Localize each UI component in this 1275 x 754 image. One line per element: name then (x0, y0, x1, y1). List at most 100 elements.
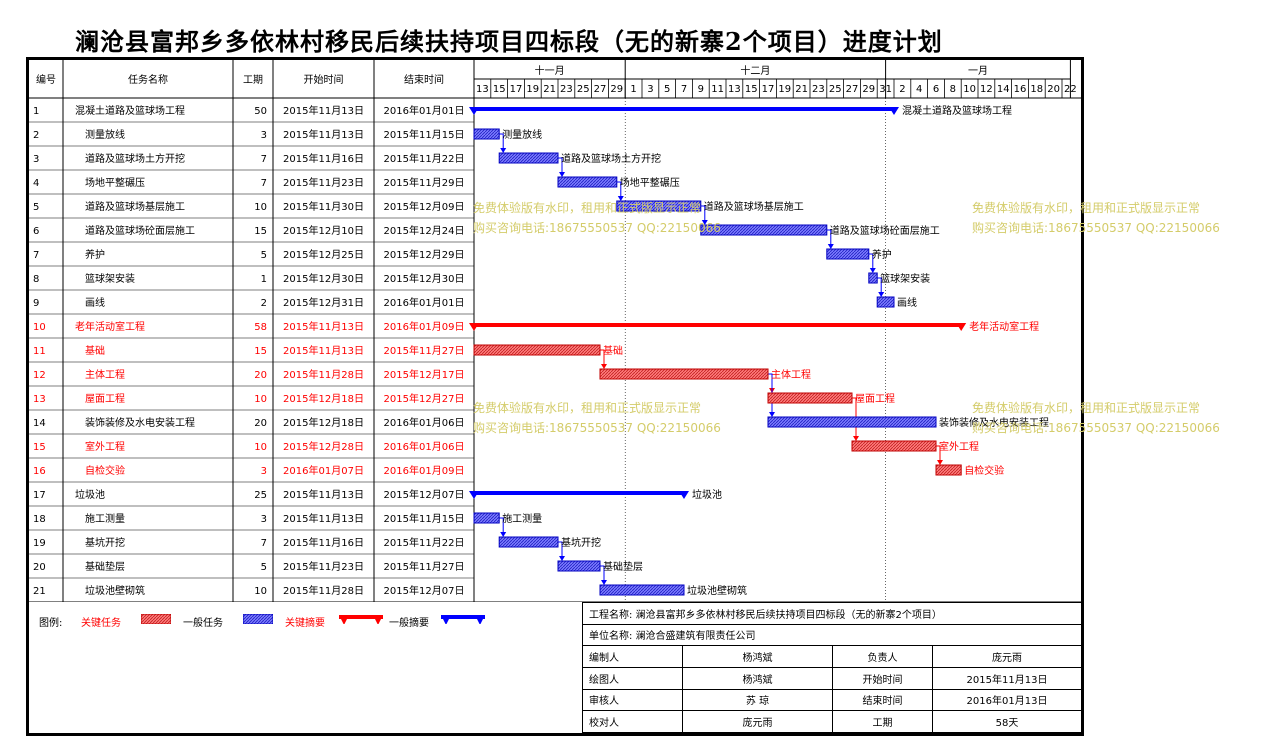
info-value: 庞元雨 (682, 710, 833, 733)
task-bar-label: 基础垫层 (603, 560, 643, 573)
task-start: 2015年11月28日 (283, 368, 364, 381)
task-bar-label: 施工测量 (502, 512, 542, 525)
task-name: 老年活动室工程 (75, 320, 145, 333)
task-id: 2 (33, 130, 39, 141)
day-tick-label: 27 (846, 84, 859, 95)
task-row: 8 篮球架安装 1 2015年12月30日 2015年12月30日 (33, 272, 464, 285)
info-label: 开始时间 (832, 666, 933, 690)
gantt-frame: 编号 任务名称 工期 开始时间 结束时间 十一月 十二月 一月 13 15 17 19 21 23 25 27… (26, 57, 1084, 736)
task-row: 10 老年活动室工程 58 2015年11月13日 2016年01月09日 (33, 320, 464, 333)
task-id: 9 (33, 298, 39, 309)
summary-start-marker (469, 323, 479, 331)
day-tick-label: 6 (933, 84, 939, 95)
summary-end-marker (956, 323, 967, 331)
column-header-duration: 工期 (243, 74, 263, 86)
task-end: 2015年12月27日 (384, 392, 465, 405)
info-value: 苏 琼 (682, 688, 833, 712)
task-bar-label: 道路及篮球场基层施工 (704, 200, 804, 213)
info-value: 2015年11月13日 (932, 666, 1082, 690)
dependency-arrow (601, 364, 607, 369)
task-bar (616, 200, 702, 212)
legend-normal-task-swatch (243, 614, 273, 624)
project-info-block: 工程名称: 澜沧县富邦乡多依林村移民后续扶持项目四标段（无的新寨2个项目） 单位… (582, 602, 1082, 733)
day-tick-label: 7 (681, 84, 687, 95)
task-end: 2015年11月27日 (384, 344, 465, 357)
summary-start-marker (469, 491, 479, 499)
task-id: 6 (33, 226, 39, 237)
task-duration: 7 (261, 538, 267, 549)
task-end: 2015年11月22日 (384, 152, 465, 165)
day-tick-label: 8 (950, 84, 956, 95)
task-row: 18 施工测量 3 2015年11月13日 2015年11月15日 (33, 512, 464, 525)
info-label: 结束时间 (832, 688, 933, 712)
task-end: 2015年12月24日 (384, 224, 465, 237)
task-start: 2016年01月07日 (283, 464, 364, 477)
task-end: 2016年01月09日 (384, 464, 465, 477)
task-duration: 15 (254, 346, 267, 357)
summary-bar (474, 107, 894, 111)
day-tick-label: 31 (879, 84, 892, 95)
task-bar-label: 垃圾池壁砌筑 (687, 584, 747, 597)
column-header-end: 结束时间 (404, 73, 444, 86)
task-end: 2015年12月07日 (384, 584, 465, 597)
task-bar-label: 测量放线 (502, 128, 542, 141)
dependency-link (936, 445, 941, 463)
task-start: 2015年12月28日 (283, 440, 364, 453)
task-duration: 7 (261, 154, 267, 165)
dependency-arrow (937, 460, 943, 465)
dependency-link (868, 253, 874, 271)
day-tick-label: 14 (997, 84, 1010, 95)
dependency-link (558, 541, 563, 559)
task-name: 自检交验 (85, 464, 125, 477)
dependency-link (877, 277, 882, 295)
task-row: 3 道路及篮球场土方开挖 7 2015年11月16日 2015年11月22日 (33, 152, 464, 165)
task-start: 2015年12月18日 (283, 392, 364, 405)
task-start: 2015年12月18日 (283, 416, 364, 429)
task-duration: 20 (254, 370, 267, 381)
task-bar (557, 560, 601, 572)
info-value: 杨鸿斌 (682, 666, 833, 690)
day-tick-label: 21 (795, 84, 808, 95)
task-start: 2015年12月25日 (283, 248, 364, 261)
task-bar-label: 自检交验 (964, 464, 1004, 477)
task-row: 16 自检交验 3 2016年01月07日 2016年01月09日 (33, 464, 464, 477)
legend-critical-task-label: 关键任务 (81, 618, 121, 629)
task-duration: 58 (254, 322, 267, 333)
task-duration: 25 (254, 490, 267, 501)
task-name: 基础垫层 (85, 560, 125, 573)
day-tick-label: 1 (630, 84, 636, 95)
task-id: 1 (33, 106, 39, 117)
dependency-link (600, 349, 605, 367)
legend-critical-summary-label: 关键摘要 (285, 618, 325, 629)
legend-normal-task-label: 一般任务 (183, 618, 223, 629)
task-name: 测量放线 (85, 128, 125, 141)
day-tick-label: 17 (762, 84, 775, 95)
task-row: 21 垃圾池壁砌筑 10 2015年11月28日 2015年12月07日 (33, 584, 464, 597)
task-bar (700, 224, 828, 236)
task-bar-label: 场地平整碾压 (620, 176, 680, 189)
task-end: 2015年11月15日 (384, 512, 465, 525)
task-id: 12 (33, 370, 46, 381)
summary-start-marker (469, 107, 479, 115)
task-end: 2015年12月29日 (384, 248, 465, 261)
task-bar-label: 画线 (897, 296, 917, 309)
task-duration: 10 (254, 394, 267, 405)
dependency-link (826, 229, 832, 247)
task-name: 基坑开挖 (85, 536, 125, 549)
task-name: 垃圾池壁砌筑 (85, 584, 145, 597)
legend-critical-task-swatch (141, 614, 171, 624)
task-row: 17 垃圾池 25 2015年11月13日 2015年12月07日 (33, 488, 464, 501)
task-bar (557, 176, 618, 188)
task-duration: 10 (254, 442, 267, 453)
task-row: 1 混凝土道路及篮球场工程 50 2015年11月13日 2016年01月01日 (33, 104, 464, 117)
day-tick-label: 22 (1064, 84, 1077, 95)
task-bar (473, 512, 500, 524)
day-tick-label: 4 (916, 84, 922, 95)
task-id: 11 (33, 346, 46, 357)
task-start: 2015年11月13日 (283, 344, 364, 357)
task-start: 2015年12月31日 (283, 296, 364, 309)
dependency-arrow (769, 412, 775, 417)
legend-title: 图例: (39, 618, 63, 629)
task-row: 13 屋面工程 10 2015年12月18日 2015年12月27日 (33, 392, 464, 405)
task-name: 道路及篮球场砼面层施工 (85, 224, 195, 237)
